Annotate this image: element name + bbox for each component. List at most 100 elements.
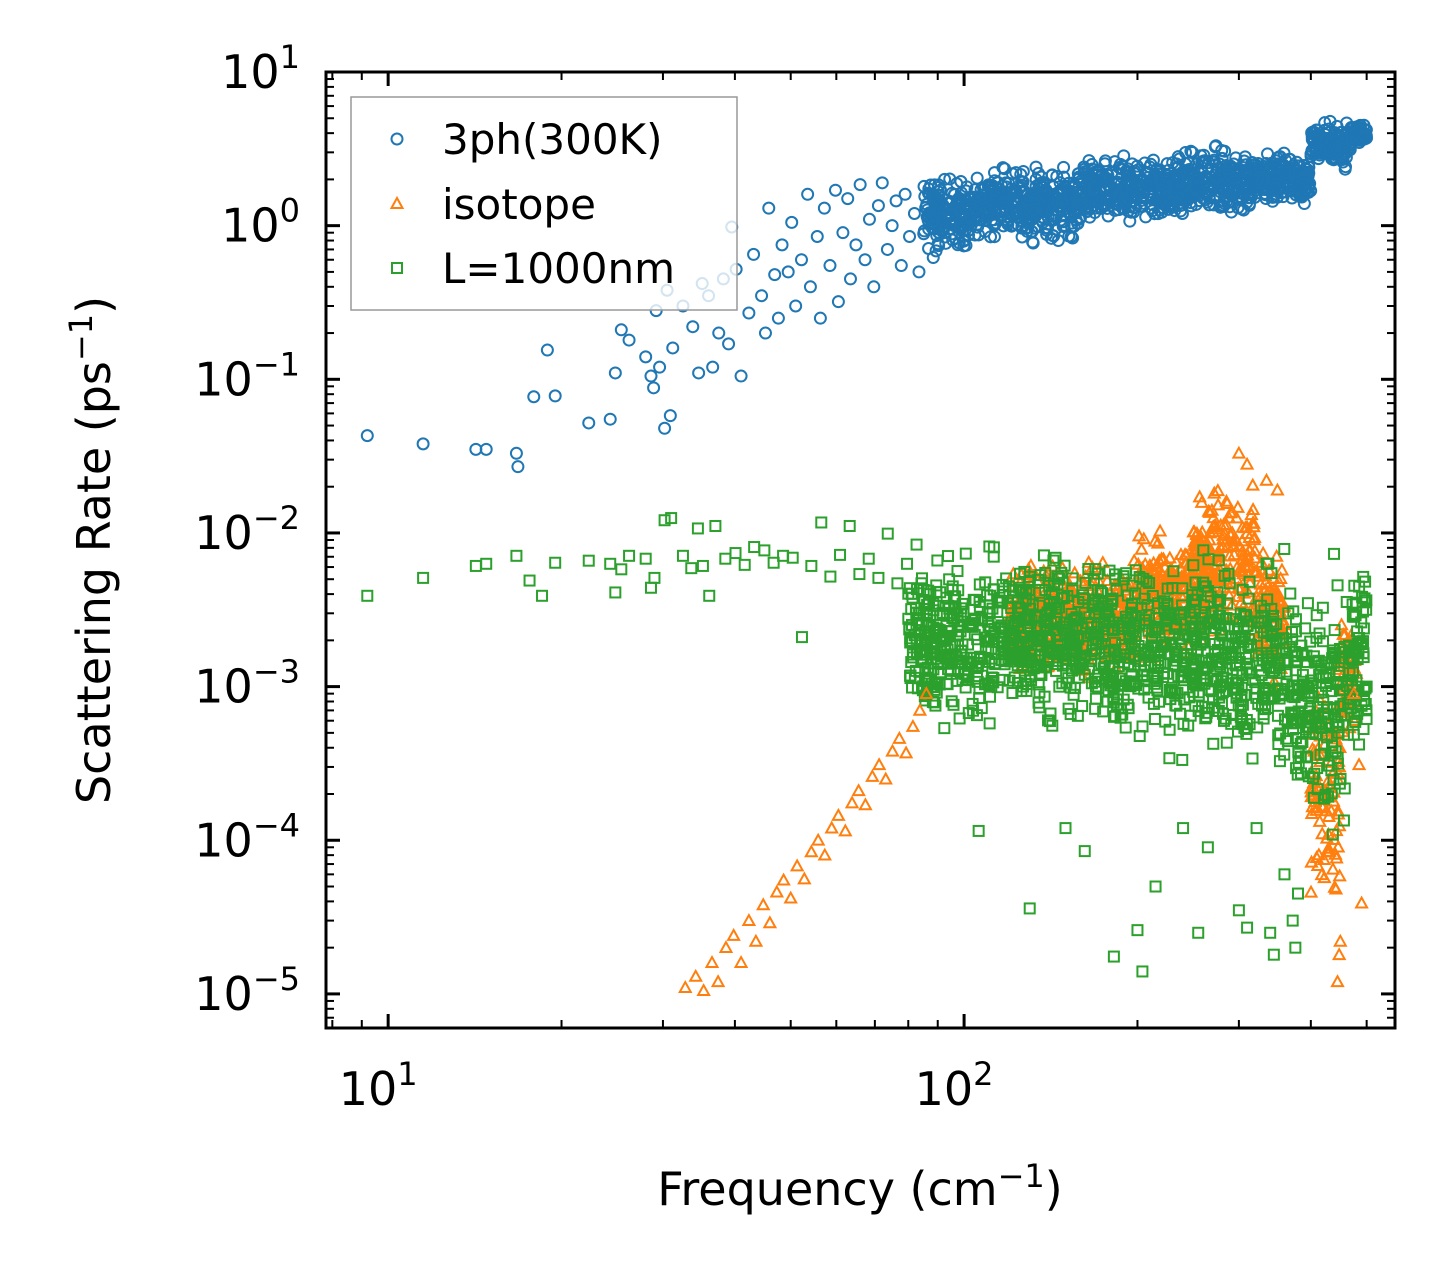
- cloud-point-square: [1207, 737, 1220, 750]
- point-triangle-44: [1331, 947, 1347, 961]
- point-square-56: [1232, 904, 1245, 917]
- cloud-point-triangle: [1223, 526, 1238, 540]
- point-square-29: [767, 556, 780, 569]
- cloud-point-triangle: [1242, 530, 1257, 544]
- point-circle-53: [828, 183, 842, 197]
- cloud-point-square: [1022, 621, 1035, 634]
- cloud-point-triangle: [1134, 541, 1149, 555]
- cloud-point-circle: [1101, 209, 1115, 223]
- cloud-point-square: [919, 694, 932, 707]
- point-square-33: [805, 559, 818, 572]
- cloud-point-square: [945, 695, 958, 708]
- cloud-point-square: [1289, 625, 1302, 638]
- cloud-point-circle: [1232, 192, 1246, 206]
- cloud-point-square: [1003, 674, 1016, 687]
- point-circle-67: [889, 194, 903, 208]
- cloud-point-square: [947, 698, 960, 711]
- cloud-point-circle: [1161, 200, 1175, 214]
- cloud-point-circle: [1145, 197, 1159, 211]
- cloud-point-square: [1107, 624, 1120, 637]
- cloud-square-2-0: [902, 547, 994, 735]
- cloud-point-triangle: [1192, 489, 1207, 503]
- point-triangle-21: [831, 807, 846, 821]
- point-circle-9: [582, 416, 596, 430]
- cloud-point-square: [1033, 701, 1046, 714]
- cloud-point-circle: [1166, 169, 1180, 183]
- point-square-17: [665, 512, 678, 525]
- point-square-50: [1131, 924, 1144, 937]
- point-triangle-26: [865, 768, 880, 782]
- point-circle-25: [692, 366, 706, 380]
- cloud-point-triangle: [1235, 564, 1250, 578]
- cloud-point-square: [928, 696, 941, 709]
- cloud-circle-0-6: [1344, 118, 1374, 150]
- point-square-32: [795, 631, 808, 644]
- point-square-9: [604, 557, 617, 570]
- cloud-point-circle: [929, 244, 943, 258]
- cloud-point-square: [1175, 670, 1188, 683]
- cloud-point-square: [1176, 753, 1189, 766]
- cloud-point-square: [909, 664, 922, 677]
- cloud-point-triangle: [1201, 503, 1216, 517]
- cloud-point-triangle: [1201, 550, 1216, 564]
- cloud-point-square: [968, 628, 981, 641]
- legend-frame: [350, 96, 738, 311]
- cloud-point-square: [1310, 609, 1323, 622]
- cloud-point-square: [1226, 708, 1239, 721]
- cloud-point-square: [1225, 717, 1238, 730]
- cloud-point-square: [1044, 640, 1057, 653]
- cloud-point-square: [1357, 651, 1370, 664]
- cloud-point-circle: [1358, 130, 1372, 144]
- cloud-point-square: [1095, 637, 1108, 650]
- cloud-point-triangle: [1303, 884, 1319, 898]
- cloud-point-square: [966, 697, 979, 710]
- y-tick-label: 10−3: [194, 653, 300, 714]
- cloud-point-square: [984, 690, 997, 703]
- cloud-point-square: [917, 584, 930, 597]
- cloud-point-square: [995, 654, 1008, 667]
- cloud-point-square: [1276, 642, 1289, 655]
- cloud-point-circle: [1015, 174, 1029, 188]
- cloud-point-square: [938, 722, 951, 735]
- point-square-63: [1289, 941, 1302, 954]
- cloud-point-square: [964, 655, 977, 668]
- cloud-point-triangle: [1208, 517, 1223, 531]
- point-circle-74: [922, 222, 936, 236]
- point-circle-71: [907, 206, 921, 220]
- cloud-point-square: [1289, 655, 1302, 668]
- cloud-point-triangle: [1309, 800, 1325, 814]
- point-triangle-13: [776, 872, 791, 886]
- cloud-point-square: [1326, 746, 1339, 759]
- point-square-26: [738, 558, 751, 571]
- cloud-point-square: [1182, 719, 1195, 732]
- cloud-point-square: [1197, 544, 1210, 557]
- cloud-point-triangle: [1325, 861, 1341, 875]
- y-tick-label: 10−1: [194, 345, 300, 406]
- cloud-point-circle: [927, 193, 941, 207]
- y-axis-label: Scattering Rate (ps−1): [62, 296, 121, 804]
- point-triangle-23: [844, 795, 860, 809]
- cloud-point-square: [1148, 713, 1161, 726]
- cloud-point-square: [1236, 583, 1249, 596]
- cloud-point-square: [1329, 745, 1342, 758]
- cloud-point-square: [1050, 643, 1063, 656]
- cloud-point-triangle: [1258, 568, 1273, 582]
- cloud-point-triangle: [1328, 881, 1344, 895]
- point-circle-31: [722, 337, 736, 351]
- cloud-point-square: [1047, 554, 1060, 567]
- point-triangle-29: [885, 743, 900, 757]
- point-square-55: [1201, 841, 1214, 854]
- legend: 3ph(300K) isotope L=1000nm: [350, 96, 738, 311]
- cloud-point-circle: [931, 180, 945, 194]
- point-square-47: [1059, 822, 1072, 835]
- cloud-point-square: [983, 678, 996, 691]
- cloud-point-square: [1291, 768, 1304, 781]
- cloud-point-square: [1310, 631, 1323, 644]
- cloud-point-square: [1095, 657, 1108, 670]
- point-square-0: [361, 589, 374, 602]
- cloud-point-square: [1353, 632, 1366, 645]
- point-square-18: [676, 549, 689, 562]
- point-triangle-24: [851, 783, 866, 797]
- point-square-44: [910, 538, 923, 551]
- cloud-point-square: [1295, 767, 1308, 780]
